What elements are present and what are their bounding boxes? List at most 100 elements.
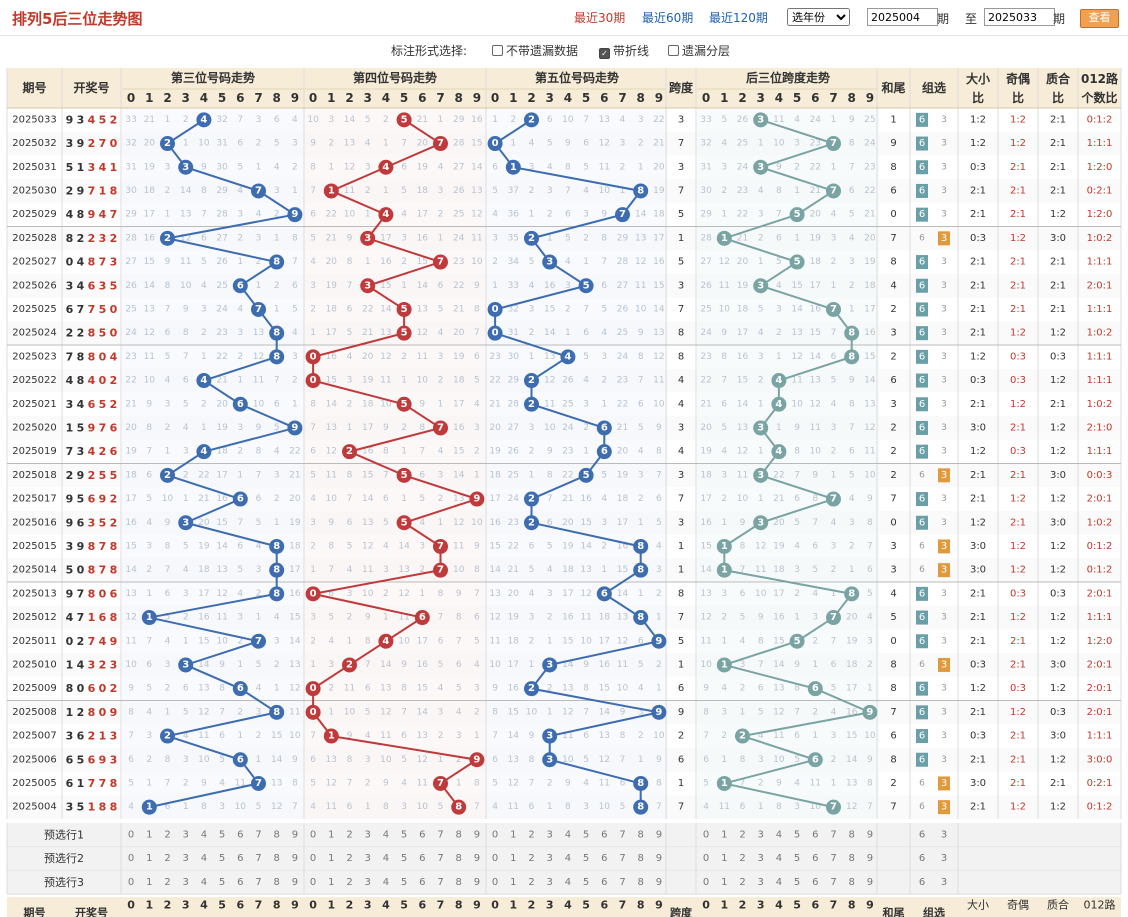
pos5-miss-value: 18 [562, 565, 574, 575]
pos3-miss-value: 2 [237, 636, 243, 646]
span-miss-value: 2 [831, 257, 837, 267]
number-digit: 1 [66, 421, 74, 434]
span-cell: 7 [678, 802, 684, 813]
pos3-miss-value: 5 [274, 423, 280, 433]
size-ratio-cell: 3:0 [970, 778, 986, 789]
span-miss-value: 1 [849, 565, 855, 575]
pos3-miss-value: 6 [165, 328, 171, 338]
pos5-miss-value: 10 [653, 731, 665, 741]
pos3-miss-value: 10 [198, 139, 210, 149]
pos3-miss-value: 13 [253, 328, 264, 338]
pos5-miss-value: 2 [547, 684, 553, 694]
range-link-120[interactable]: 最近120期 [709, 11, 768, 25]
span-cell: 1 [678, 233, 684, 244]
preselect-row[interactable] [7, 846, 1121, 871]
pos4-miss-value: 8 [310, 399, 316, 409]
pos3-miss-value: 5 [219, 755, 225, 765]
issue-cell: 2025005 [12, 778, 57, 789]
option-polyline[interactable]: ✓ 带折线 [599, 42, 649, 59]
span-miss-value: 25 [737, 139, 748, 149]
pos3-miss-value: 3 [146, 541, 152, 551]
checkbox-icon[interactable] [668, 45, 679, 56]
pos5-miss-value: 6 [620, 778, 626, 788]
header-pos4: 第四位号码走势 [353, 70, 437, 85]
year-select[interactable]: 选年份 [787, 8, 850, 26]
pos4-miss-value: 3 [419, 541, 425, 551]
pos5-miss-value: 6 [583, 328, 589, 338]
number-digit: 4 [66, 208, 74, 221]
pos4-miss-value: 10 [307, 115, 319, 125]
span-miss-value: 4 [721, 447, 727, 457]
preselect-row[interactable] [7, 870, 1121, 895]
header-digit: 9 [473, 91, 481, 105]
range-link-30[interactable]: 最近30期 [574, 11, 626, 25]
pos5-miss-value: 33 [508, 281, 519, 291]
pos5-miss-value: 5 [583, 755, 589, 765]
pos5-miss-value: 10 [635, 304, 647, 314]
preselect-digit: 3 [365, 853, 371, 864]
preselect-row[interactable] [7, 823, 1121, 847]
issue-cell: 2025017 [12, 494, 57, 505]
query-button[interactable]: 查看 [1080, 9, 1119, 28]
odd-ratio-cell: 2:1 [1010, 778, 1026, 789]
pos5-ball [524, 396, 539, 412]
span-ball [826, 491, 841, 507]
pos3-ball [251, 301, 266, 317]
span-miss-value: 24 [810, 115, 822, 125]
pos4-miss-value: 3 [365, 755, 371, 765]
pos4-miss-value: 3 [365, 162, 371, 172]
option-no-miss[interactable]: 不带遗漏数据 [492, 42, 578, 59]
span-miss-value: 19 [846, 636, 858, 646]
route-ratio-cell: 0:0:3 [1087, 470, 1113, 481]
route-ratio-cell: 0:1:2 [1087, 541, 1113, 552]
pos4-ball-label: 7 [437, 138, 444, 149]
preselect-digit: 3 [547, 829, 553, 840]
header-digit: 8 [455, 91, 463, 105]
issue-cell: 2025020 [12, 422, 57, 433]
preselect-digit: 8 [274, 877, 280, 888]
pos5-miss-value: 15 [599, 684, 610, 694]
pos4-miss-value: 10 [326, 494, 338, 504]
odd-ratio-cell: 2:1 [1010, 731, 1026, 742]
pos3-miss-value: 1 [146, 589, 152, 599]
footer-digit: 8 [273, 899, 281, 912]
issue-to-input[interactable] [984, 8, 1055, 26]
size-ratio-cell: 1:2 [970, 446, 986, 457]
pos5-miss-value: 12 [489, 613, 500, 623]
route-ratio-cell: 2:0:1 [1087, 659, 1113, 670]
number-digit: 7 [88, 777, 96, 790]
size-ratio-cell: 2:1 [970, 636, 986, 647]
pos5-miss-value: 3 [656, 565, 662, 575]
option-layered[interactable]: 遗漏分层 [668, 42, 730, 59]
header-route-sub: 个数比 [1080, 90, 1117, 105]
pos3-miss-value: 20 [125, 423, 137, 433]
checkbox-checked-icon[interactable]: ✓ [599, 48, 610, 59]
checkbox-icon[interactable] [492, 45, 503, 56]
span-miss-value: 1 [794, 233, 800, 243]
pos4-ball-label: 3 [364, 233, 371, 244]
odd-ratio-cell: 1:2 [1010, 802, 1026, 813]
pos5-ball-label: 3 [546, 731, 553, 742]
pos3-ball-label: 6 [237, 494, 244, 505]
top-bar: 排列5后三位走势图 最近30期 最近60期 最近120期 选年份 期 至 期 查… [0, 0, 1128, 36]
footer-issue: 期号 [24, 906, 46, 917]
number-digit: 6 [77, 730, 85, 743]
issue-cell: 2025011 [12, 636, 57, 647]
pos3-miss-value: 8 [201, 186, 207, 196]
number-digit: 3 [66, 730, 74, 743]
preselect-digit: 3 [547, 877, 553, 888]
span-miss-value: 4 [831, 210, 837, 220]
pos4-ball-label: 7 [437, 778, 444, 789]
pos4-miss-value: 10 [471, 518, 483, 528]
issue-from-input[interactable] [867, 8, 938, 26]
span-ball-label: 7 [830, 304, 837, 315]
span-ball [826, 301, 841, 317]
span-miss-value: 3 [849, 518, 855, 528]
range-link-60[interactable]: 最近60期 [642, 11, 694, 25]
span-miss-value: 2 [740, 684, 746, 694]
pos3-miss-value: 5 [256, 802, 262, 812]
pos3-miss-value: 5 [128, 778, 134, 788]
footer-digit: 1 [509, 899, 517, 912]
pos4-ball [342, 444, 357, 460]
pos3-miss-value: 8 [256, 447, 262, 457]
